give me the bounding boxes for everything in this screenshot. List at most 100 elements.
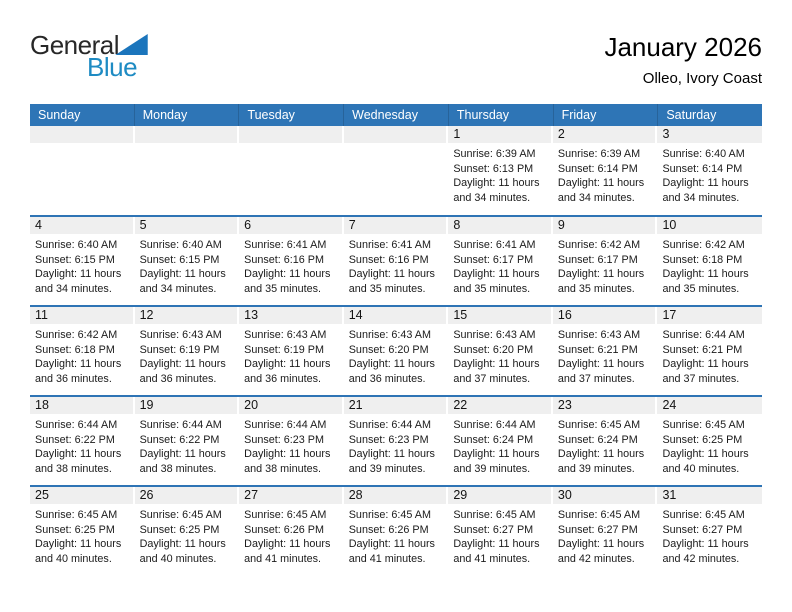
day-number: 8: [448, 217, 551, 234]
day-detail-line: Daylight: 11 hours: [348, 358, 435, 371]
day-number: 29: [448, 487, 551, 504]
weekday-header-thursday: Thursday: [447, 104, 553, 126]
day-details: Sunrise: 6:43 AM Sunset: 6:19 PM Daylight:…: [239, 324, 344, 387]
week-row: 25 Sunrise: 6:45 AM Sunset: 6:25 PM Dayligh…: [30, 485, 763, 575]
day-detail-line: Sunrise: 6:45 AM: [139, 509, 222, 521]
day-detail-line: and 36 minutes.: [244, 373, 321, 386]
day-detail-line: Sunrise: 6:41 AM: [244, 239, 327, 251]
day-detail-line: Sunset: 6:18 PM: [35, 343, 115, 356]
day-number: [134, 126, 238, 143]
day-detail-line: and 40 minutes.: [139, 553, 217, 566]
day-details: Sunrise: 6:45 AM Sunset: 6:24 PM Daylight:…: [553, 414, 658, 477]
day-number: 6: [239, 217, 342, 234]
day-details: Sunrise: 6:45 AM Sunset: 6:27 PM Daylight:…: [657, 504, 762, 567]
day-detail-line: and 41 minutes.: [453, 553, 531, 566]
day-details: [344, 143, 449, 147]
weekday-header-friday: Friday: [552, 104, 658, 126]
page-title: January 2026: [604, 32, 762, 62]
day-detail-line: Sunset: 6:16 PM: [348, 253, 429, 266]
day-detail-line: Sunrise: 6:43 AM: [348, 329, 431, 341]
day-number: [30, 126, 133, 143]
day-cell-11: 11 Sunrise: 6:42 AM Sunset: 6:18 PM Dayligh…: [30, 307, 135, 395]
day-details: Sunrise: 6:45 AM Sunset: 6:25 PM Daylight:…: [30, 504, 135, 567]
day-cell-21: 21 Sunrise: 6:44 AM Sunset: 6:23 PM Dayligh…: [343, 397, 449, 485]
day-detail-line: Sunset: 6:17 PM: [557, 253, 638, 266]
day-detail-line: Daylight: 11 hours: [35, 268, 122, 281]
day-number: 25: [30, 487, 133, 504]
day-detail-line: Sunset: 6:21 PM: [662, 343, 743, 356]
day-cell-18: 18 Sunrise: 6:44 AM Sunset: 6:22 PM Dayligh…: [30, 397, 135, 485]
day-detail-line: and 34 minutes.: [35, 283, 112, 296]
day-cell-9: 9 Sunrise: 6:42 AM Sunset: 6:17 PM Daylight…: [552, 217, 658, 305]
day-details: Sunrise: 6:45 AM Sunset: 6:26 PM Daylight:…: [239, 504, 344, 567]
day-detail-line: Sunset: 6:19 PM: [139, 343, 220, 356]
day-number: 11: [30, 307, 133, 324]
day-details: Sunrise: 6:40 AM Sunset: 6:15 PM Daylight:…: [135, 234, 240, 297]
day-detail-line: and 36 minutes.: [139, 373, 217, 386]
day-detail-line: and 38 minutes.: [35, 463, 112, 476]
day-number: 12: [134, 307, 238, 324]
day-cell-12: 12 Sunrise: 6:43 AM Sunset: 6:19 PM Dayligh…: [134, 307, 240, 395]
day-detail-line: Sunset: 6:25 PM: [35, 523, 115, 536]
day-detail-line: Sunset: 6:24 PM: [453, 433, 534, 446]
day-detail-line: Sunset: 6:27 PM: [453, 523, 534, 536]
day-cell-empty: [239, 126, 344, 215]
day-number: 16: [552, 307, 656, 324]
day-detail-line: Sunrise: 6:40 AM: [35, 239, 118, 251]
day-detail-line: Daylight: 11 hours: [662, 268, 749, 281]
day-details: Sunrise: 6:44 AM Sunset: 6:21 PM Daylight:…: [657, 324, 762, 387]
day-details: Sunrise: 6:45 AM Sunset: 6:26 PM Daylight:…: [344, 504, 449, 567]
day-detail-line: Sunset: 6:25 PM: [139, 523, 220, 536]
day-detail-line: Sunrise: 6:45 AM: [244, 509, 327, 521]
day-detail-line: and 35 minutes.: [244, 283, 321, 296]
day-details: Sunrise: 6:39 AM Sunset: 6:13 PM Daylight:…: [448, 143, 553, 206]
day-detail-line: Sunrise: 6:41 AM: [453, 239, 536, 251]
day-detail-line: Daylight: 11 hours: [453, 538, 540, 551]
day-detail-line: Sunset: 6:16 PM: [244, 253, 324, 266]
day-cell-22: 22 Sunrise: 6:44 AM Sunset: 6:24 PM Dayligh…: [448, 397, 553, 485]
day-number: 1: [448, 126, 551, 143]
day-detail-line: Sunrise: 6:39 AM: [557, 148, 641, 160]
day-detail-line: and 37 minutes.: [453, 373, 531, 386]
day-cell-16: 16 Sunrise: 6:43 AM Sunset: 6:21 PM Dayligh…: [552, 307, 658, 395]
day-details: Sunrise: 6:43 AM Sunset: 6:20 PM Daylight:…: [344, 324, 449, 387]
day-cell-30: 30 Sunrise: 6:45 AM Sunset: 6:27 PM Dayligh…: [552, 487, 658, 575]
day-details: Sunrise: 6:43 AM Sunset: 6:19 PM Daylight:…: [135, 324, 240, 387]
day-detail-line: Sunrise: 6:45 AM: [35, 509, 118, 521]
weekday-header-wednesday: Wednesday: [343, 104, 448, 126]
logo-text-blue: Blue: [87, 52, 138, 82]
logo-row: General: [30, 32, 170, 58]
day-detail-line: Daylight: 11 hours: [453, 358, 540, 371]
day-details: Sunrise: 6:41 AM Sunset: 6:16 PM Daylight:…: [344, 234, 449, 297]
location-subtitle: Olleo, Ivory Coast: [642, 70, 762, 87]
calendar-weeks: 1 Sunrise: 6:39 AM Sunset: 6:13 PM Daylight…: [30, 126, 763, 575]
day-detail-line: and 34 minutes.: [557, 192, 635, 205]
day-number: 19: [134, 397, 238, 414]
day-details: Sunrise: 6:44 AM Sunset: 6:22 PM Daylight:…: [135, 414, 240, 477]
day-details: Sunrise: 6:45 AM Sunset: 6:27 PM Daylight:…: [553, 504, 658, 567]
day-detail-line: and 38 minutes.: [139, 463, 217, 476]
day-details: Sunrise: 6:39 AM Sunset: 6:14 PM Daylight:…: [553, 143, 658, 206]
day-details: Sunrise: 6:45 AM Sunset: 6:25 PM Daylight:…: [657, 414, 762, 477]
title-block: January 2026 Olleo, Ivory Coast: [604, 32, 762, 87]
day-cell-5: 5 Sunrise: 6:40 AM Sunset: 6:15 PM Daylight…: [134, 217, 240, 305]
day-detail-line: Daylight: 11 hours: [244, 538, 331, 551]
day-detail-line: Sunrise: 6:40 AM: [139, 239, 222, 251]
day-detail-line: Sunset: 6:25 PM: [662, 433, 743, 446]
day-detail-line: Sunrise: 6:42 AM: [662, 239, 745, 251]
day-number: 24: [657, 397, 763, 414]
day-detail-line: Sunset: 6:19 PM: [244, 343, 324, 356]
day-detail-line: Daylight: 11 hours: [348, 538, 435, 551]
day-details: [239, 143, 344, 147]
day-detail-line: Sunset: 6:15 PM: [35, 253, 115, 266]
day-detail-line: and 40 minutes.: [35, 553, 112, 566]
day-detail-line: Daylight: 11 hours: [557, 358, 645, 371]
day-detail-line: Sunrise: 6:43 AM: [244, 329, 327, 341]
day-number: [343, 126, 447, 143]
day-detail-line: Sunrise: 6:45 AM: [662, 509, 745, 521]
day-detail-line: Sunset: 6:14 PM: [557, 162, 638, 175]
weekday-header-monday: Monday: [133, 104, 239, 126]
day-detail-line: Sunset: 6:22 PM: [139, 433, 220, 446]
day-details: Sunrise: 6:44 AM Sunset: 6:24 PM Daylight:…: [448, 414, 553, 477]
day-cell-empty: [343, 126, 449, 215]
